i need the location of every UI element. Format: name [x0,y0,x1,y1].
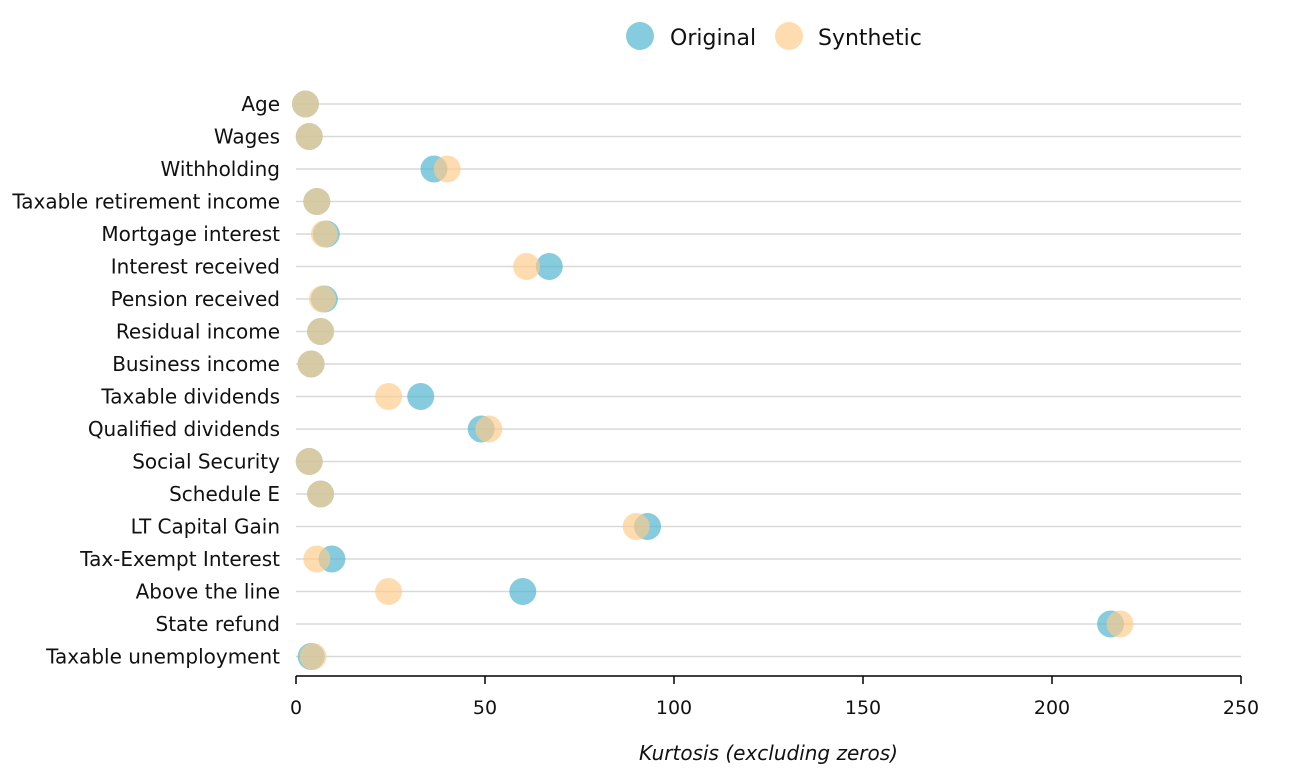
category-label: Tax-Exempt Interest [79,547,280,571]
point-synthetic: Above the line: 24.5 [375,578,403,605]
category-label: LT Capital Gain [131,515,280,539]
category-label: Age [241,92,280,116]
category-label: Social Security [132,450,280,474]
point-synthetic: Taxable retirement income: 5.5 [303,188,331,215]
category-label: Interest received [111,255,280,279]
data-points: Age: 2.5Wages: 3.5Withholding: 36.5Taxab… [291,90,1134,670]
point-original: Interest received: 67 [535,253,563,280]
category-label: Taxable dividends [100,385,280,409]
category-label: Business income [112,352,280,376]
category-label: Qualified dividends [88,417,280,441]
point-synthetic: Residual income: 6.5 [307,318,335,345]
x-tick-label: 0 [290,697,302,719]
point-synthetic: Qualified dividends: 51 [475,415,503,443]
x-axis-title: Kurtosis (excluding zeros) [639,741,898,765]
point-synthetic: Mortgage interest: 7.5 [310,220,338,248]
point-synthetic: Age: 2.5 [291,90,319,118]
legend-label-synthetic: Synthetic [818,26,922,51]
category-label: Withholding [160,157,280,181]
point-synthetic: LT Capital Gain: 90 [622,513,650,540]
point-synthetic: Schedule E: 6.5 [307,480,335,508]
category-label: Taxable retirement income [11,190,280,214]
legend-label-original: Original [670,26,756,51]
category-label: Taxable unemployment [45,645,280,669]
legend: Original Synthetic [626,22,922,51]
x-tick-label: 100 [656,697,692,719]
x-tick-label: 150 [845,697,881,719]
legend-marker-original [626,22,654,50]
point-synthetic: Tax-Exempt Interest: 5.5 [303,545,331,573]
point-synthetic: Social Security: 3.5 [295,448,323,475]
point-original: Taxable dividends: 33 [407,383,435,410]
x-tick-label: 50 [473,697,497,719]
category-label: Mortgage interest [101,222,280,246]
category-labels: Age Wages Withholding Taxable retirement in… [11,92,280,669]
point-synthetic: Business income: 4 [297,350,325,378]
x-axis: 0 50 100 150 200 250 [290,675,1259,719]
point-synthetic: State refund: 218 [1106,610,1134,638]
category-label: Residual income [116,320,280,344]
category-label: State refund [156,612,280,636]
point-original: Above the line: 60 [509,578,537,605]
category-label: Wages [214,125,280,149]
point-synthetic: Withholding: 40 [433,155,461,183]
category-label: Schedule E [169,482,280,506]
point-synthetic: Interest received: 61 [513,253,541,280]
point-synthetic: Wages: 3.5 [295,123,323,150]
category-label: Pension received [111,287,280,311]
gridlines [296,103,1241,658]
point-synthetic: Taxable unemployment: 4.5 [299,643,327,670]
x-tick-label: 250 [1223,697,1259,719]
point-synthetic: Pension received: 7 [308,285,336,313]
category-label: Above the line [136,580,280,604]
x-tick-label: 200 [1034,697,1070,719]
point-synthetic: Taxable dividends: 24.5 [375,383,403,410]
legend-marker-synthetic [775,22,803,50]
